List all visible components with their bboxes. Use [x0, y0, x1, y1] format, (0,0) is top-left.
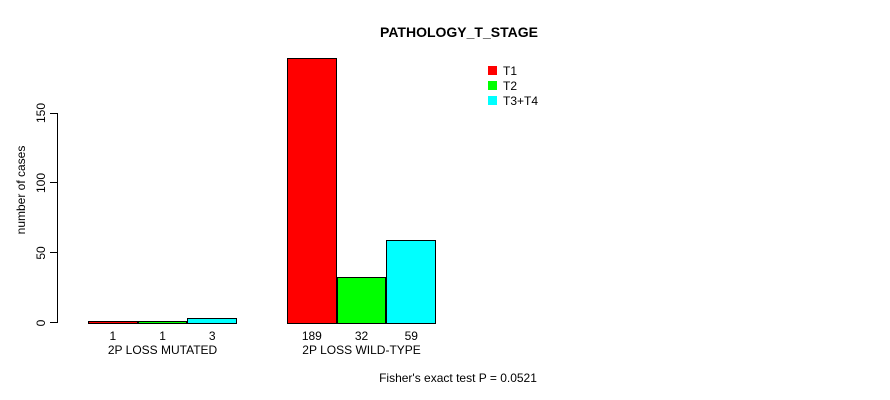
- bar: [88, 320, 138, 324]
- y-tick-label: 50: [34, 245, 48, 260]
- legend-label: T2: [503, 78, 518, 93]
- bar: [287, 58, 337, 324]
- y-tick-label: 0: [34, 319, 48, 326]
- bar-value-label: 1: [159, 329, 166, 343]
- legend-label: T1: [503, 63, 518, 78]
- y-tick-mark: [50, 252, 57, 254]
- bar-value-label: 3: [208, 329, 216, 343]
- bar: [187, 317, 238, 324]
- legend-item: T3+T4: [488, 93, 538, 108]
- legend-swatch-icon: [488, 81, 497, 90]
- legend-swatch-icon: [488, 96, 497, 105]
- chart-title: PATHOLOGY_T_STAGE: [380, 24, 538, 40]
- bar: [386, 239, 437, 324]
- x-category-label: 2P LOSS WILD-TYPE: [302, 343, 421, 357]
- y-axis-label: number of cases: [14, 145, 28, 235]
- y-tick-mark: [50, 112, 57, 114]
- bar: [137, 320, 188, 324]
- legend-item: T1: [488, 63, 538, 78]
- y-tick-mark: [50, 182, 57, 184]
- bar-value-label: 1: [109, 329, 117, 343]
- annotation-text: Fisher's exact test P = 0.0521: [379, 371, 537, 385]
- bar-value-label: 59: [404, 329, 418, 343]
- bar-value-label: 189: [301, 329, 322, 343]
- legend: T1 T2 T3+T4: [488, 63, 538, 108]
- y-tick-label: 100: [34, 172, 48, 193]
- x-category-label: 2P LOSS MUTATED: [107, 343, 218, 357]
- y-axis-line: [57, 113, 58, 324]
- y-tick-mark: [50, 322, 57, 323]
- bar-value-label: 32: [354, 329, 369, 343]
- bar: [336, 277, 387, 324]
- y-tick-label: 150: [34, 103, 48, 124]
- legend-item: T2: [488, 78, 538, 93]
- legend-swatch-icon: [488, 66, 497, 75]
- legend-label: T3+T4: [503, 93, 539, 108]
